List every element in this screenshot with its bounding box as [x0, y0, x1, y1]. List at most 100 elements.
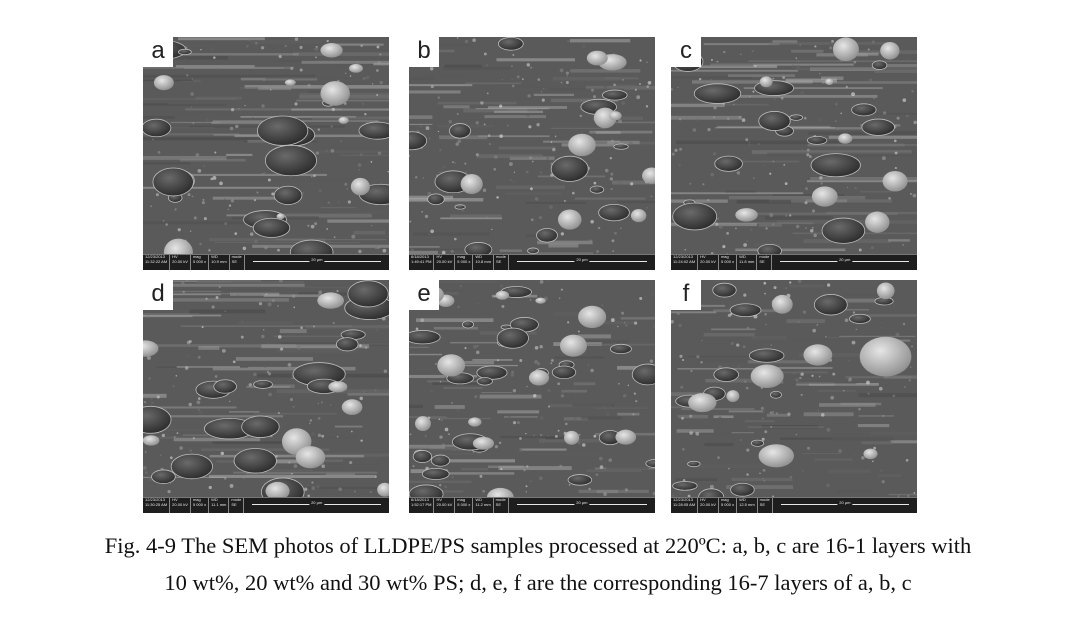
surface-speckle — [375, 329, 378, 332]
surface-speckle — [560, 81, 563, 84]
surface-speckle — [789, 214, 792, 217]
fracture-streak — [449, 214, 502, 218]
surface-speckle — [581, 443, 586, 447]
surface-speckle — [913, 492, 916, 494]
scale-bar: 20 μm — [509, 498, 655, 513]
fracture-streak — [671, 115, 742, 120]
ps-particle — [328, 381, 348, 393]
fracture-streak — [143, 133, 240, 136]
sem-micrograph — [409, 37, 655, 255]
surface-speckle — [554, 434, 558, 438]
surface-speckle — [271, 298, 275, 303]
ps-particle — [758, 444, 794, 468]
ps-particle — [882, 170, 908, 192]
databar-cell: mag 5 000 x — [191, 254, 210, 270]
surface-speckle — [634, 88, 637, 91]
surface-speckle — [735, 227, 737, 230]
surface-speckle — [357, 163, 362, 167]
fracture-streak — [499, 249, 522, 252]
fracture-streak — [409, 123, 433, 126]
surface-speckle — [696, 355, 700, 359]
surface-speckle — [717, 456, 720, 459]
surface-speckle — [568, 484, 571, 486]
surface-speckle — [317, 417, 321, 420]
fracture-streak — [577, 334, 611, 339]
fracture-streak — [676, 429, 714, 433]
ps-void — [757, 244, 782, 255]
fracture-streak — [189, 309, 266, 314]
surface-speckle — [377, 61, 381, 65]
databar-mag-value: 5 000 x — [720, 501, 735, 507]
surface-speckle — [871, 40, 875, 44]
databar-cell: 12/23/2013 11:28:05 AM — [671, 497, 699, 513]
ps-void — [347, 280, 389, 308]
surface-speckle — [364, 112, 367, 116]
databar-mode-label: mode — [231, 497, 242, 502]
surface-speckle — [450, 249, 454, 253]
surface-speckle — [566, 39, 570, 43]
surface-speckle — [334, 470, 337, 473]
surface-speckle — [672, 494, 675, 497]
surface-speckle — [618, 382, 620, 385]
surface-speckle — [311, 486, 316, 490]
fracture-streak — [890, 440, 917, 444]
surface-speckle — [144, 451, 147, 453]
fracture-streak — [821, 81, 917, 84]
surface-speckle — [559, 68, 564, 73]
fracture-streak — [353, 230, 385, 235]
ps-void — [567, 474, 593, 486]
ps-particle — [559, 334, 587, 357]
surface-speckle — [872, 460, 874, 463]
ps-void — [851, 103, 877, 117]
surface-speckle — [350, 430, 353, 433]
fracture-streak — [572, 339, 630, 344]
surface-speckle — [460, 285, 462, 288]
fracture-streak — [714, 94, 878, 98]
surface-speckle — [689, 182, 692, 185]
fracture-streak — [237, 321, 294, 325]
fracture-streak — [154, 53, 299, 56]
surface-speckle — [573, 418, 577, 422]
fracture-streak — [684, 432, 751, 435]
fracture-streak — [420, 417, 492, 420]
surface-speckle — [894, 151, 898, 155]
surface-speckle — [761, 437, 765, 441]
fracture-streak — [305, 324, 389, 329]
surface-speckle — [213, 56, 216, 59]
surface-speckle — [312, 187, 315, 189]
surface-speckle — [838, 449, 842, 453]
fracture-streak — [143, 66, 294, 69]
surface-speckle — [326, 39, 329, 43]
surface-speckle — [212, 175, 217, 180]
surface-speckle — [713, 106, 717, 110]
panel-label: e — [409, 280, 439, 310]
fracture-streak — [212, 441, 306, 444]
surface-speckle — [577, 330, 580, 333]
fracture-streak — [327, 219, 389, 223]
surface-speckle — [248, 383, 253, 387]
fracture-streak — [817, 390, 857, 392]
surface-speckle — [330, 148, 335, 153]
surface-speckle — [541, 394, 545, 397]
surface-speckle — [590, 368, 594, 373]
surface-speckle — [527, 94, 531, 98]
databar-wd-label: WD — [739, 254, 746, 259]
fracture-streak — [835, 489, 871, 493]
surface-speckle — [803, 116, 807, 120]
fracture-streak — [857, 423, 890, 428]
surface-speckle — [873, 446, 877, 450]
fracture-streak — [147, 344, 297, 347]
surface-speckle — [271, 192, 275, 196]
surface-speckle — [289, 397, 294, 402]
surface-speckle — [689, 431, 693, 435]
surface-speckle — [291, 294, 296, 298]
surface-speckle — [474, 395, 478, 399]
fracture-streak — [810, 178, 882, 181]
sem-micrograph — [671, 280, 917, 498]
surface-speckle — [566, 75, 569, 77]
fracture-streak — [173, 438, 261, 442]
fracture-streak — [254, 469, 313, 471]
ps-void — [143, 118, 172, 138]
ps-particle — [586, 50, 608, 66]
